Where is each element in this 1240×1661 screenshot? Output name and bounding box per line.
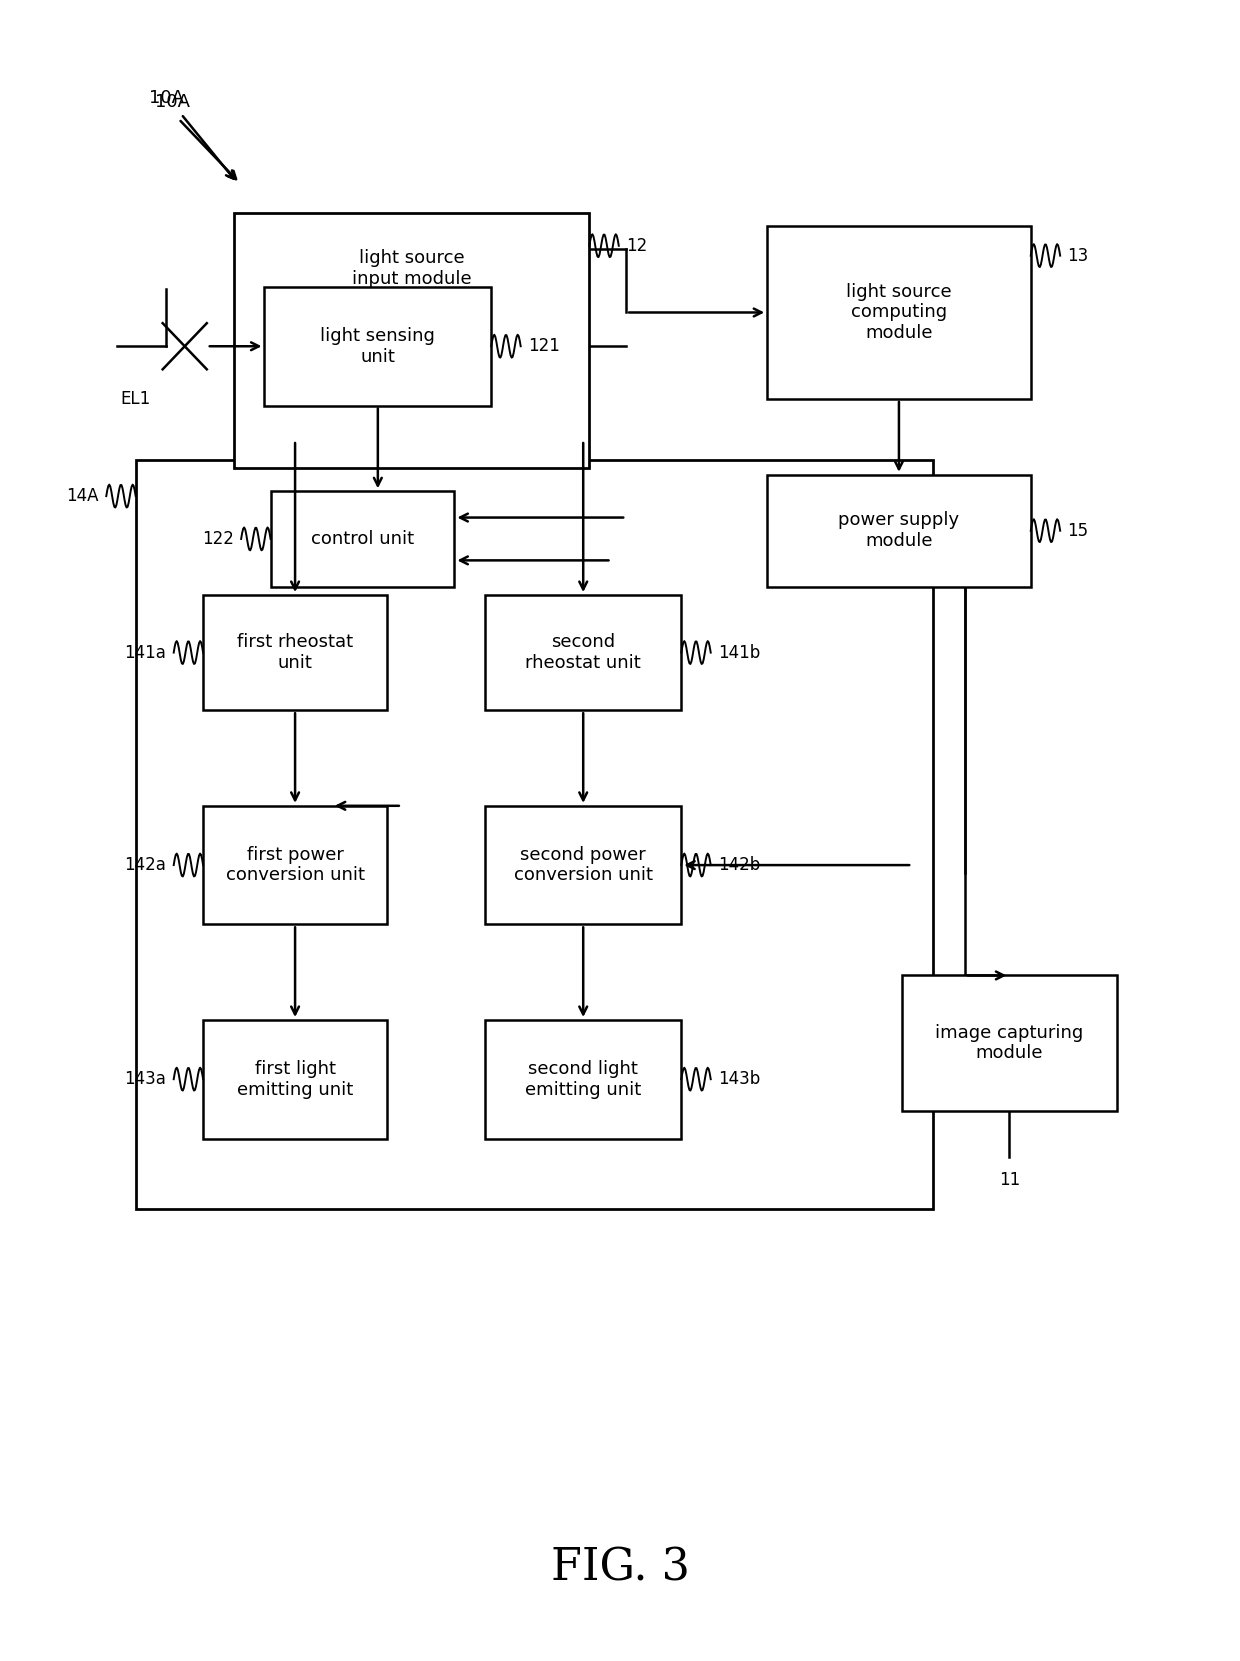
FancyBboxPatch shape	[768, 226, 1030, 399]
FancyBboxPatch shape	[768, 475, 1030, 586]
Text: power supply
module: power supply module	[838, 512, 960, 550]
Text: second
rheostat unit: second rheostat unit	[526, 633, 641, 673]
FancyBboxPatch shape	[203, 595, 387, 711]
Text: 14A: 14A	[67, 487, 99, 505]
FancyBboxPatch shape	[264, 287, 491, 405]
Text: 142b: 142b	[718, 855, 760, 874]
Text: FIG. 3: FIG. 3	[551, 1546, 689, 1590]
Text: 12: 12	[626, 238, 647, 254]
FancyBboxPatch shape	[901, 975, 1116, 1111]
Text: 142a: 142a	[124, 855, 166, 874]
FancyBboxPatch shape	[485, 595, 681, 711]
Text: second power
conversion unit: second power conversion unit	[513, 845, 652, 885]
FancyBboxPatch shape	[135, 460, 932, 1209]
Text: first power
conversion unit: first power conversion unit	[226, 845, 365, 885]
Text: light sensing
unit: light sensing unit	[320, 327, 435, 365]
Text: 141b: 141b	[718, 643, 760, 661]
Text: 121: 121	[528, 337, 560, 355]
Text: 141a: 141a	[124, 643, 166, 661]
Text: second light
emitting unit: second light emitting unit	[525, 1060, 641, 1098]
Text: 143b: 143b	[718, 1070, 760, 1088]
Text: 15: 15	[1068, 522, 1089, 540]
Text: light source
computing
module: light source computing module	[846, 282, 952, 342]
FancyBboxPatch shape	[203, 806, 387, 925]
FancyBboxPatch shape	[234, 213, 589, 468]
Text: light source
input module: light source input module	[352, 249, 471, 287]
Text: EL1: EL1	[120, 390, 151, 409]
Text: 122: 122	[202, 530, 234, 548]
FancyBboxPatch shape	[270, 492, 455, 586]
Text: 10A: 10A	[149, 88, 184, 106]
FancyBboxPatch shape	[485, 1020, 681, 1138]
Text: 13: 13	[1068, 246, 1089, 264]
Text: first light
emitting unit: first light emitting unit	[237, 1060, 353, 1098]
FancyBboxPatch shape	[485, 806, 681, 925]
Text: 11: 11	[998, 1171, 1021, 1189]
Text: 10A: 10A	[155, 93, 190, 111]
Text: control unit: control unit	[311, 530, 414, 548]
FancyBboxPatch shape	[203, 1020, 387, 1138]
Text: 143a: 143a	[124, 1070, 166, 1088]
Text: first rheostat
unit: first rheostat unit	[237, 633, 353, 673]
Text: image capturing
module: image capturing module	[935, 1023, 1084, 1063]
